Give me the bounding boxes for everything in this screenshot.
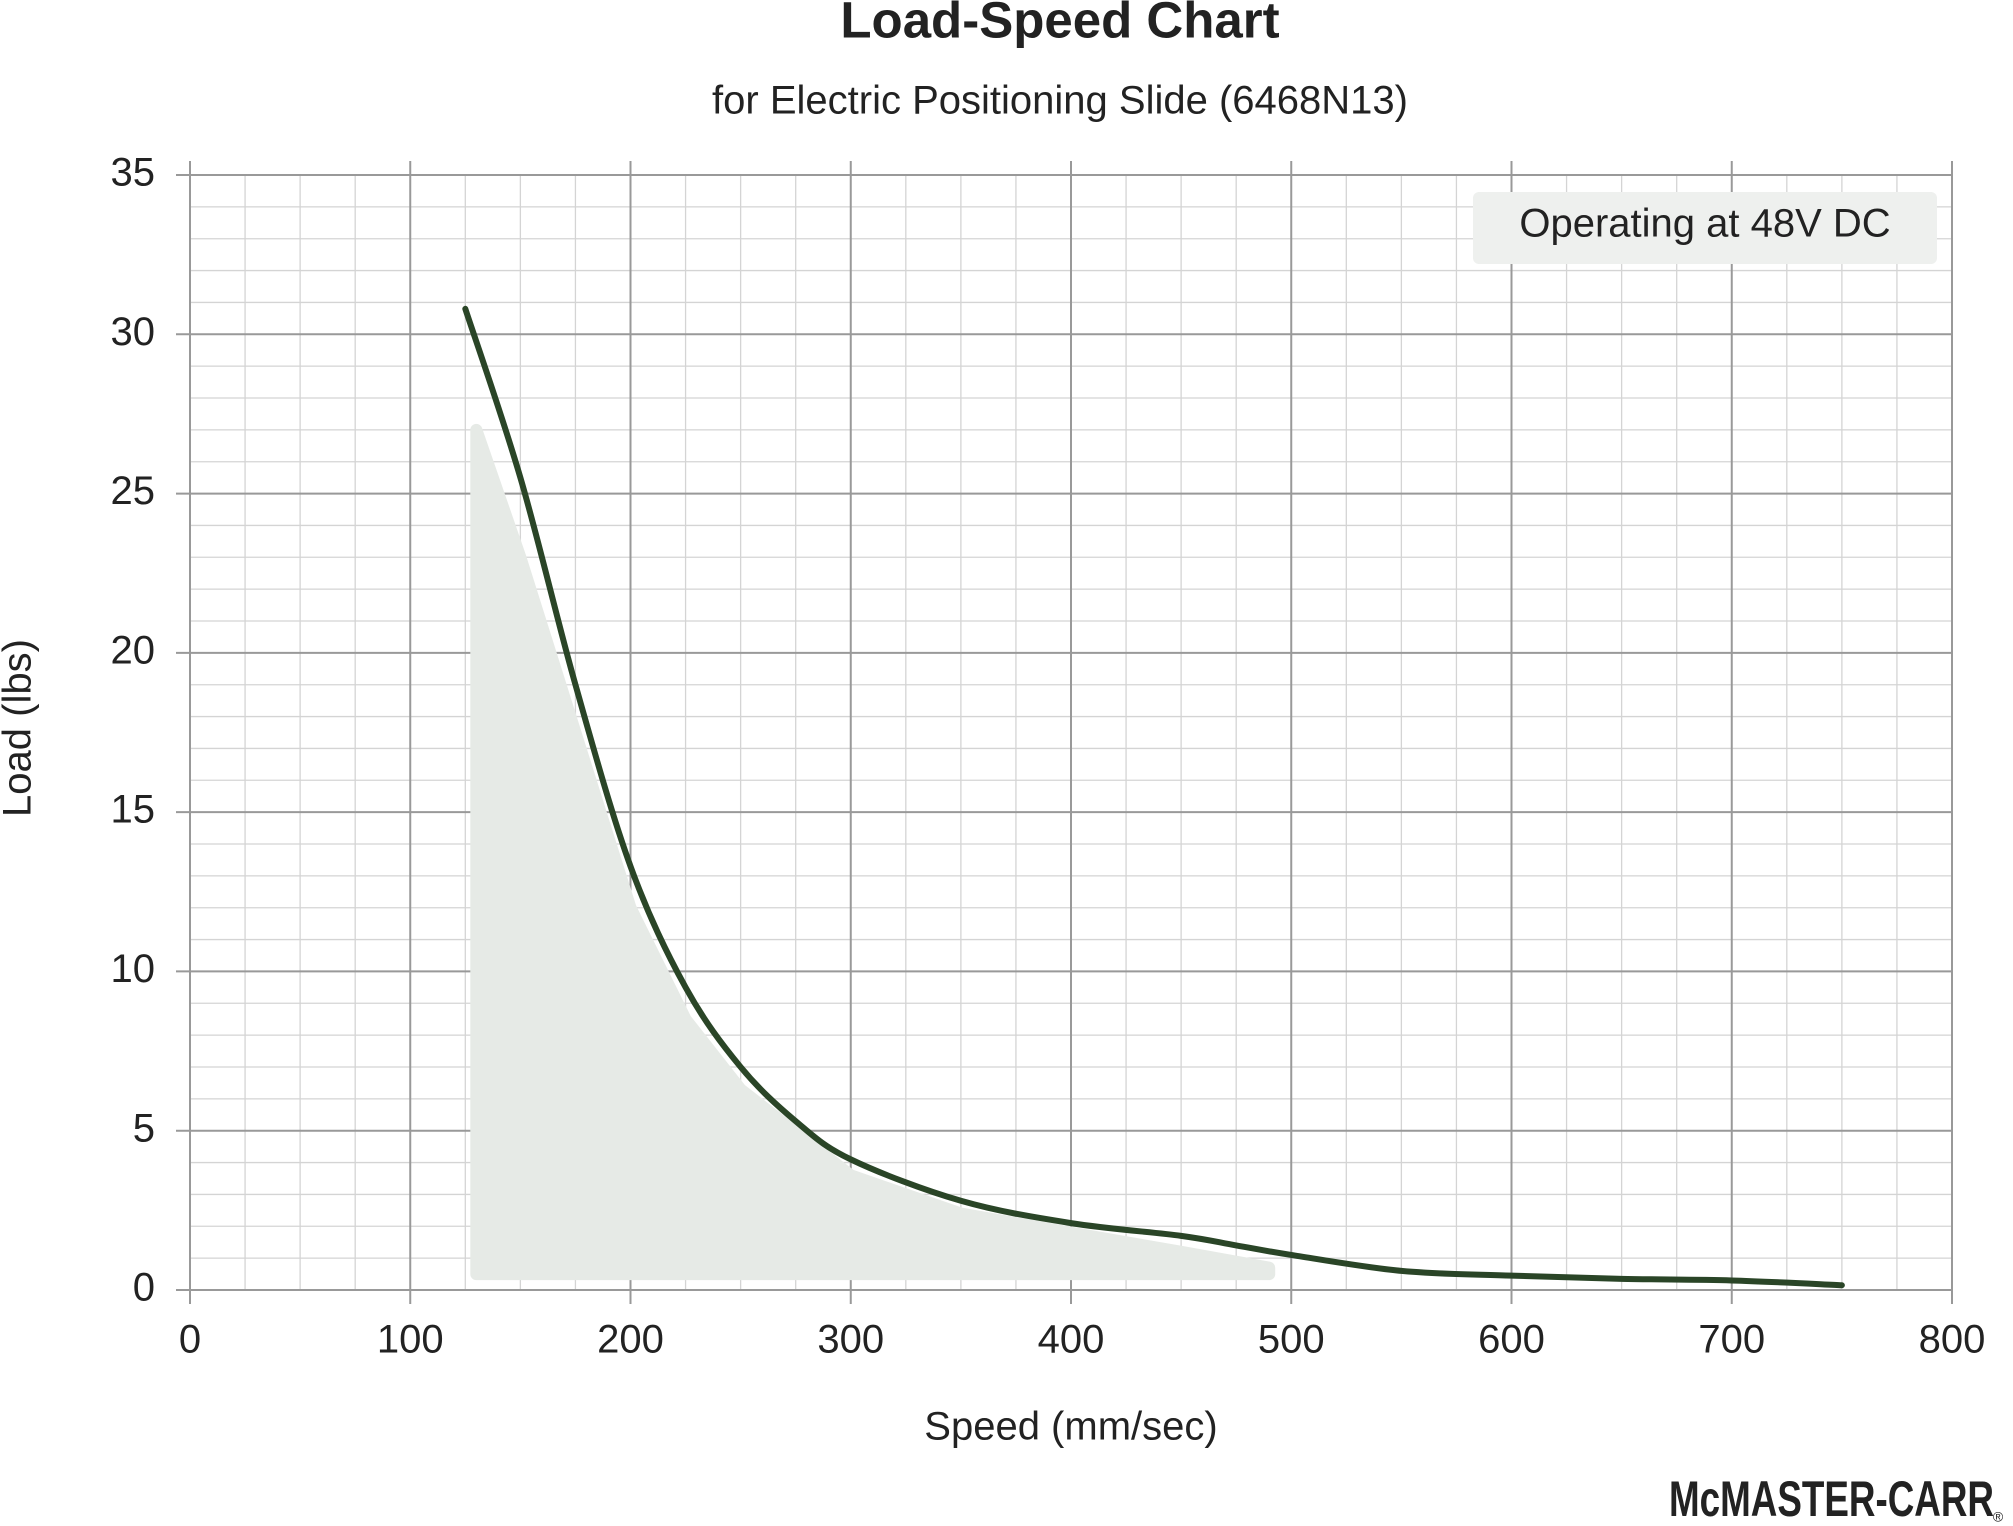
annotation-box [1473,192,1937,264]
y-tick-label: 30 [111,310,156,354]
grid: 0 100 200 300 400 500 600 700 800 0 5 10 15 20 25 30 35 [111,151,1986,1362]
y-tick-label: 20 [111,628,156,672]
y-tick-label: 25 [111,469,156,513]
x-tick-label: 300 [817,1318,884,1362]
chart-title: Load-Speed Chart [840,0,1279,48]
chart-subtitle: for Electric Positioning Slide (6468N13) [712,79,1408,123]
y-axis-label: Load (lbs) [0,639,40,817]
brand-mark: ® [1993,1509,2004,1525]
annotation: Operating at 48V DC [1519,202,1890,246]
x-tick-label: 200 [597,1318,664,1362]
y-tick-label: 15 [111,788,156,832]
x-tick-label: 100 [377,1318,444,1362]
x-tick-label: 700 [1698,1318,1765,1362]
x-tick-label: 400 [1038,1318,1105,1362]
y-tick-label: 0 [133,1266,155,1310]
x-axis-label: Speed (mm/sec) [924,1405,1217,1449]
operating-region [470,423,1276,1281]
marks [462,305,1845,1289]
x-tick-label: 800 [1919,1318,1986,1362]
x-tick-label: 0 [179,1318,201,1362]
y-tick-label: 35 [111,151,156,195]
x-tick-label: 500 [1258,1318,1325,1362]
y-tick-label: 5 [133,1106,155,1150]
x-tick-label: 600 [1478,1318,1545,1362]
brand-logo: McMASTER-CARR [1669,1471,1994,1526]
load-curve [462,305,1845,1289]
y-tick-label: 10 [111,947,156,991]
